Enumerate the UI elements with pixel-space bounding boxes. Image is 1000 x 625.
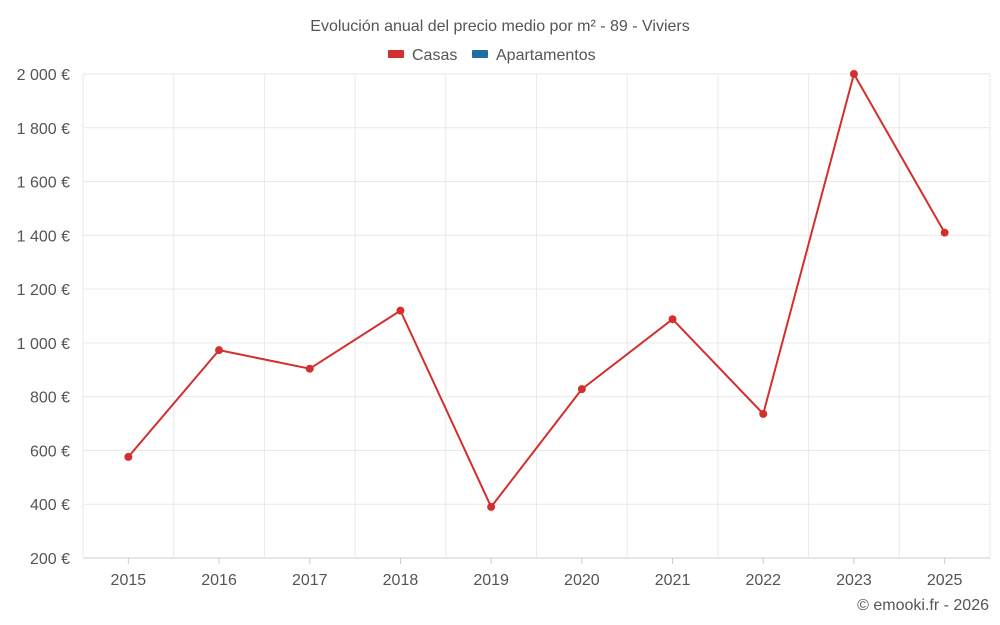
legend-swatch-apartamentos (472, 50, 488, 58)
data-point-casas-2020[interactable] (577, 385, 586, 394)
grid (82, 73, 991, 559)
data-point-casas-2015[interactable] (124, 452, 133, 461)
x-tick-label: 2019 (473, 572, 509, 589)
x-tick-label: 2017 (292, 572, 328, 589)
y-tick-label: 1 200 € (17, 282, 70, 299)
y-tick-label: 400 € (30, 497, 70, 514)
x-tick-label: 2016 (201, 572, 237, 589)
series-casas (124, 70, 949, 511)
data-point-casas-2019[interactable] (487, 502, 496, 511)
legend-label-apartamentos: Apartamentos (496, 47, 596, 64)
data-point-casas-2016[interactable] (215, 346, 224, 355)
data-point-casas-2021[interactable] (668, 315, 677, 324)
x-tick-label: 2022 (745, 572, 781, 589)
data-point-casas-2018[interactable] (396, 306, 405, 315)
x-tick-label: 2025 (927, 572, 963, 589)
chart-title: Evolución anual del precio medio por m² … (310, 18, 689, 35)
x-tick-label: 2020 (564, 572, 600, 589)
series-line-casas (127, 73, 946, 508)
legend-label-casas: Casas (412, 47, 457, 64)
y-axis-ticks: 200 € 400 € 600 € 800 € 1 000 € 1 200 € 1 400 … (17, 67, 70, 568)
legend-item-casas[interactable]: Casas (388, 47, 457, 64)
y-tick-label: 600 € (30, 443, 70, 460)
x-tick-label: 2015 (111, 572, 147, 589)
data-point-casas-2022[interactable] (759, 409, 768, 418)
data-point-casas-2023[interactable] (849, 70, 858, 78)
y-tick-label: 1 400 € (17, 228, 70, 245)
credit-text: © emooki.fr - 2026 (857, 597, 989, 614)
data-point-casas-2025[interactable] (940, 228, 949, 237)
x-tick-label: 2018 (383, 572, 419, 589)
y-tick-label: 2 000 € (17, 67, 70, 84)
y-tick-label: 200 € (30, 551, 70, 568)
x-tick-label: 2021 (655, 572, 691, 589)
legend: Casas Apartamentos (388, 47, 596, 64)
y-tick-label: 800 € (30, 390, 70, 407)
data-point-casas-2017[interactable] (305, 364, 314, 373)
x-axis-ticks: 2015 2016 2017 2018 2019 2020 2021 2022 2023 2025 (111, 558, 963, 589)
legend-swatch-casas (388, 50, 404, 58)
x-tick-label: 2023 (836, 572, 872, 589)
y-tick-label: 1 000 € (17, 336, 70, 353)
y-tick-label: 1 600 € (17, 175, 70, 192)
legend-item-apartamentos[interactable]: Apartamentos (472, 47, 596, 64)
y-tick-label: 1 800 € (17, 121, 70, 138)
